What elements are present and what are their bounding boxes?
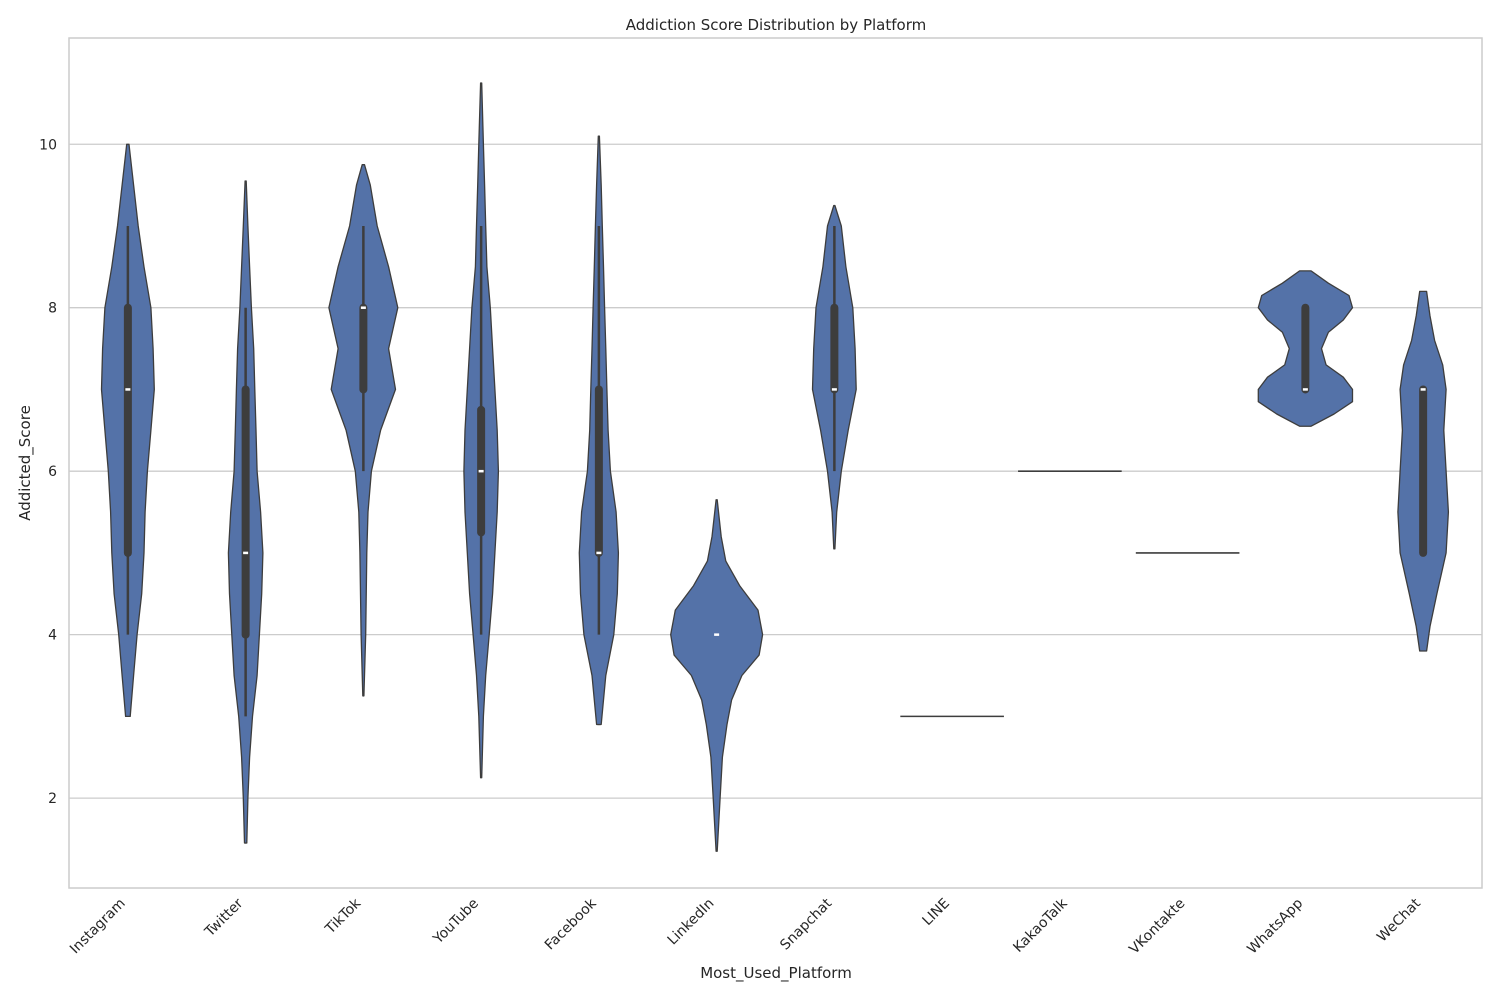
violin-median [125, 388, 131, 391]
y-tick-label: 6 [48, 464, 57, 480]
violin-facebook [578, 135, 620, 726]
chart-title: Addiction Score Distribution by Platform [626, 16, 926, 34]
violin-median [478, 469, 484, 473]
violin-whatsapp [1257, 270, 1354, 427]
violin-twitter [227, 180, 264, 844]
y-tick-label: 2 [48, 791, 57, 807]
plot-frame [68, 37, 1483, 889]
y-tick-labels: 2 4 6 8 10 [39, 137, 57, 807]
y-tick-label: 8 [48, 301, 57, 317]
y-tick-label: 10 [39, 137, 57, 153]
violin-tiktok [328, 164, 399, 697]
violins [100, 82, 1450, 852]
violin-wechat [1397, 290, 1450, 652]
violin-youtube [463, 82, 500, 779]
violin-median [714, 633, 720, 636]
violin-instagram [100, 143, 155, 718]
violin-median [596, 551, 602, 555]
violin-median [360, 306, 366, 309]
violin-median [1302, 388, 1308, 391]
violin-linkedin [670, 499, 764, 852]
violin-snapchat [811, 204, 857, 550]
y-axis-title: Addicted_Score [16, 405, 35, 521]
violin-median [1420, 388, 1426, 391]
violin-median [831, 388, 837, 391]
violin-median [243, 551, 249, 555]
x-axis-title: Most_Used_Platform [700, 964, 852, 983]
violin-body [670, 499, 764, 852]
y-tick-label: 4 [48, 628, 57, 644]
grid-lines [69, 143, 1482, 799]
